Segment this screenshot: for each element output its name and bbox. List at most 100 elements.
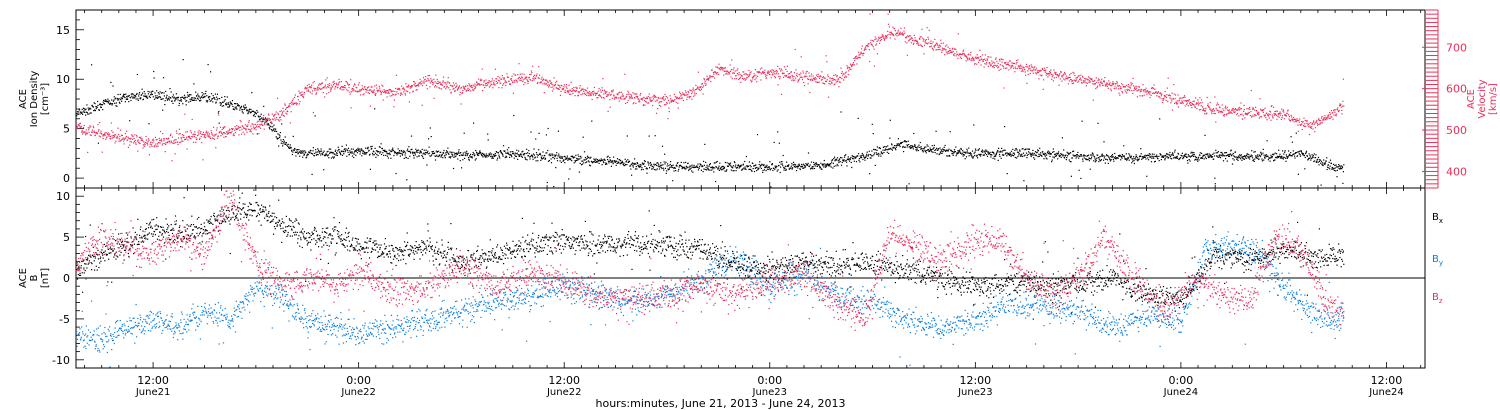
data-point [932,151,934,153]
data-point [1249,155,1251,157]
data-point [1196,159,1198,161]
data-point [559,157,561,159]
data-point [318,83,320,85]
data-point [770,168,772,170]
data-point [697,169,699,171]
data-point [282,143,284,145]
data-point [590,160,592,162]
data-point [318,87,320,89]
data-point [840,156,842,159]
data-point [752,162,754,164]
data-point [464,154,467,156]
data-point [367,92,369,94]
data-point [681,166,683,168]
data-point [116,105,118,107]
data-point [455,82,457,84]
data-point [994,154,996,156]
data-point [700,169,702,171]
data-point [530,70,532,72]
data-point [513,79,515,82]
density-tick-label: 0 [63,172,70,185]
data-point [266,119,268,121]
data-point [200,131,202,133]
data-point [371,147,373,150]
data-point [329,151,331,153]
data-point [450,92,452,94]
data-point [768,168,770,171]
data-point [1091,156,1093,158]
data-point [733,67,735,69]
data-point [643,160,646,162]
data-point [806,164,808,166]
data-point [306,156,308,158]
data-point [355,90,357,92]
data-point [179,133,181,135]
data-point [613,156,615,158]
data-point [608,94,610,96]
data-point [902,145,904,147]
data-point [343,153,345,155]
data-point [489,81,491,83]
data-point [562,88,565,90]
data-point [751,80,753,82]
data-point [768,167,771,169]
data-point [1292,150,1294,152]
data-point [1045,157,1047,159]
data-point [738,167,740,169]
data-point [750,71,752,73]
data-point [328,157,330,159]
data-point [273,124,275,126]
data-point [539,154,541,156]
data-point [467,157,470,159]
data-point [392,90,394,92]
data-point [1146,154,1148,156]
data-point [656,100,658,102]
data-point [453,156,455,158]
data-point [504,80,506,82]
data-point [234,106,236,108]
data-point [102,101,104,103]
data-point [597,97,599,99]
data-point [583,151,586,153]
data-point [714,167,716,169]
data-point [965,152,967,154]
data-point [1233,159,1235,161]
data-point [280,110,282,112]
data-point [833,158,835,160]
data-point [103,99,105,102]
bfield-tick-label: -5 [59,313,70,326]
data-point [410,135,413,137]
data-point [487,139,489,141]
data-point [387,92,389,94]
data-point [400,93,402,95]
data-point [1215,152,1217,154]
data-point [574,156,576,158]
data-point [732,165,735,167]
data-point [473,88,475,90]
data-point [647,162,649,164]
data-point [1100,159,1102,161]
data-point [563,159,565,161]
data-point [362,89,365,91]
data-point [137,99,139,101]
data-point [733,161,735,163]
data-point [972,157,974,159]
data-point [1213,152,1215,154]
data-point [359,153,361,155]
data-point [484,87,486,89]
data-point [431,151,433,153]
data-point [491,80,493,82]
data-point [362,152,364,154]
data-point [288,106,290,108]
data-point [725,70,727,72]
data-point [157,92,159,94]
data-point [843,156,846,158]
data-point [1303,155,1305,157]
data-point [648,93,650,95]
data-point [281,123,283,125]
data-point [438,155,440,157]
data-point [1159,118,1161,120]
data-point [544,83,546,85]
data-point [422,84,424,87]
data-point [207,64,209,66]
